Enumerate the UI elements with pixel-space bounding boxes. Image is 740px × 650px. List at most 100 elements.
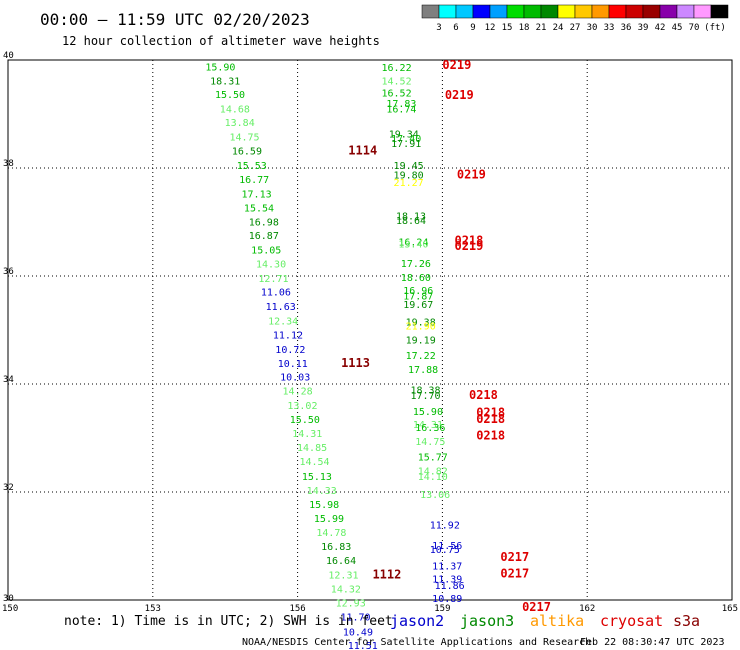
legend-swatch — [693, 4, 712, 19]
legend-label: 27 — [570, 23, 581, 33]
track-time-label: 0217 — [522, 600, 551, 614]
wave-height-label: 19.19 — [406, 336, 436, 347]
satellite-name: jason2 — [390, 612, 444, 630]
legend-label: 42 — [655, 23, 666, 33]
wave-height-label: 16.87 — [249, 231, 279, 242]
legend-swatch — [421, 4, 440, 19]
wave-height-label: 12.93 — [336, 599, 366, 610]
y-tick-label: 30 — [3, 594, 14, 604]
plot-frame — [7, 59, 733, 601]
legend-label: 24 — [553, 23, 564, 33]
wave-height-label: 11.70 — [340, 613, 370, 624]
legend-swatch — [506, 4, 525, 19]
wave-height-label: 10.11 — [278, 359, 308, 370]
legend-swatch — [472, 4, 491, 19]
wave-height-label: 17.87 — [403, 291, 433, 302]
y-tick-label: 32 — [3, 483, 14, 493]
wave-height-label: 18.31 — [210, 77, 240, 88]
satellite-name: jason3 — [460, 612, 514, 630]
track-time-label: 0218 — [476, 406, 505, 420]
wave-height-label: 16.98 — [249, 217, 279, 228]
wave-height-label: 15.13 — [302, 472, 332, 483]
legend-swatch — [625, 4, 644, 19]
wave-height-label: 14.75 — [415, 437, 445, 448]
wave-height-label: 14.33 — [307, 486, 337, 497]
track-time-label: 1114 — [348, 144, 377, 158]
wave-height-label: 15.90 — [205, 62, 235, 73]
wave-height-label: 14.31 — [413, 420, 443, 431]
wave-height-label: 15.77 — [418, 452, 448, 463]
wave-height-label: 16.96 — [403, 286, 433, 297]
chart-subtitle: 12 hour collection of altimeter wave hei… — [62, 34, 380, 48]
satellite-legend: jason2 jason3 altika cryosat s3a — [390, 612, 700, 630]
wave-height-label: 11.63 — [266, 302, 296, 313]
y-tick-label: 36 — [3, 267, 14, 277]
wave-height-label: 17.26 — [401, 259, 431, 270]
chart-title: 00:00 – 11:59 UTC 02/20/2023 — [40, 10, 310, 29]
wave-height-label: 18.13 — [396, 212, 426, 223]
wave-height-label: 11.92 — [430, 520, 460, 531]
x-tick-label: 153 — [145, 604, 161, 614]
track-time-label: 1112 — [372, 568, 401, 582]
wave-height-label: 17.91 — [391, 139, 421, 150]
legend-label: 15 — [502, 23, 513, 33]
wave-height-label: 17.88 — [408, 365, 438, 376]
wave-height-label: 15.53 — [237, 161, 267, 172]
wave-height-label: 18.64 — [396, 216, 426, 227]
y-tick-label: 40 — [3, 51, 14, 61]
track-time-label: 0219 — [454, 239, 483, 253]
footer-note: note: 1) Time is in UTC; 2) SWH is in fe… — [64, 614, 393, 629]
y-tick-labels: 30 32 34 36 38 40 — [3, 51, 14, 604]
wave-height-label: 17.22 — [406, 351, 436, 362]
track-time-label: 0218 — [469, 388, 498, 402]
track-time-label: 0218 — [476, 412, 505, 426]
track-time-label: 0219 — [457, 167, 486, 181]
track-time-label: 0219 — [445, 88, 474, 102]
wave-height-label: 19.45 — [394, 161, 424, 172]
legend-label: 36 — [621, 23, 632, 33]
wave-height-label: 14.52 — [381, 77, 411, 88]
track-time-label: 0217 — [500, 550, 529, 564]
wave-height-label: 11.51 — [348, 641, 378, 650]
wave-height-label: 10.72 — [275, 345, 305, 356]
wave-height-label: 17.13 — [242, 189, 272, 200]
wave-height-label: 13.02 — [287, 401, 317, 412]
wave-height-label: 15.98 — [309, 500, 339, 511]
wave-height-label: 10.49 — [343, 627, 373, 638]
wave-height-label: 11.37 — [432, 561, 462, 572]
wave-height-label: 13.06 — [420, 490, 450, 501]
wave-height-label: 16.64 — [326, 556, 356, 567]
wave-height-label: 11.12 — [273, 330, 303, 341]
wave-height-label: 14.82 — [418, 466, 448, 477]
legend-label: 33 — [604, 23, 615, 33]
x-tick-label: 165 — [722, 604, 738, 614]
wave-height-label: 19.34 — [389, 129, 419, 140]
wave-height-label: 14.28 — [283, 386, 313, 397]
legend-label: 3 — [436, 23, 441, 33]
wave-height-label: 15.50 — [290, 415, 320, 426]
legend-label: 30 — [587, 23, 598, 33]
wave-height-label: 10.75 — [430, 545, 460, 556]
legend-swatch — [659, 4, 678, 19]
wave-height-label: 16.24 — [398, 237, 428, 248]
legend-swatch — [557, 4, 576, 19]
y-tick-label: 34 — [3, 375, 14, 385]
wave-height-label: 14.54 — [299, 457, 329, 468]
wave-height-label: 18.38 — [410, 385, 440, 396]
wave-height-label: 15.05 — [251, 246, 281, 257]
wave-height-label: 12.71 — [258, 274, 288, 285]
legend-unit: (ft) — [704, 23, 726, 33]
legend-swatch — [608, 4, 627, 19]
legend-swatch — [438, 4, 457, 19]
wave-height-label: 10.03 — [280, 372, 310, 383]
wave-height-label: 11.39 — [432, 574, 462, 585]
wave-height-label: 19.80 — [394, 170, 424, 181]
legend-label: 9 — [470, 23, 475, 33]
wave-height-label: 13.84 — [225, 118, 255, 129]
wave-height-label: 21.27 — [394, 178, 424, 189]
wave-height-label: 16.74 — [386, 105, 416, 116]
wave-height-label: 18.60 — [401, 273, 431, 284]
wave-height-label: 16.83 — [321, 542, 351, 553]
wave-height-label: 10.89 — [432, 594, 462, 605]
